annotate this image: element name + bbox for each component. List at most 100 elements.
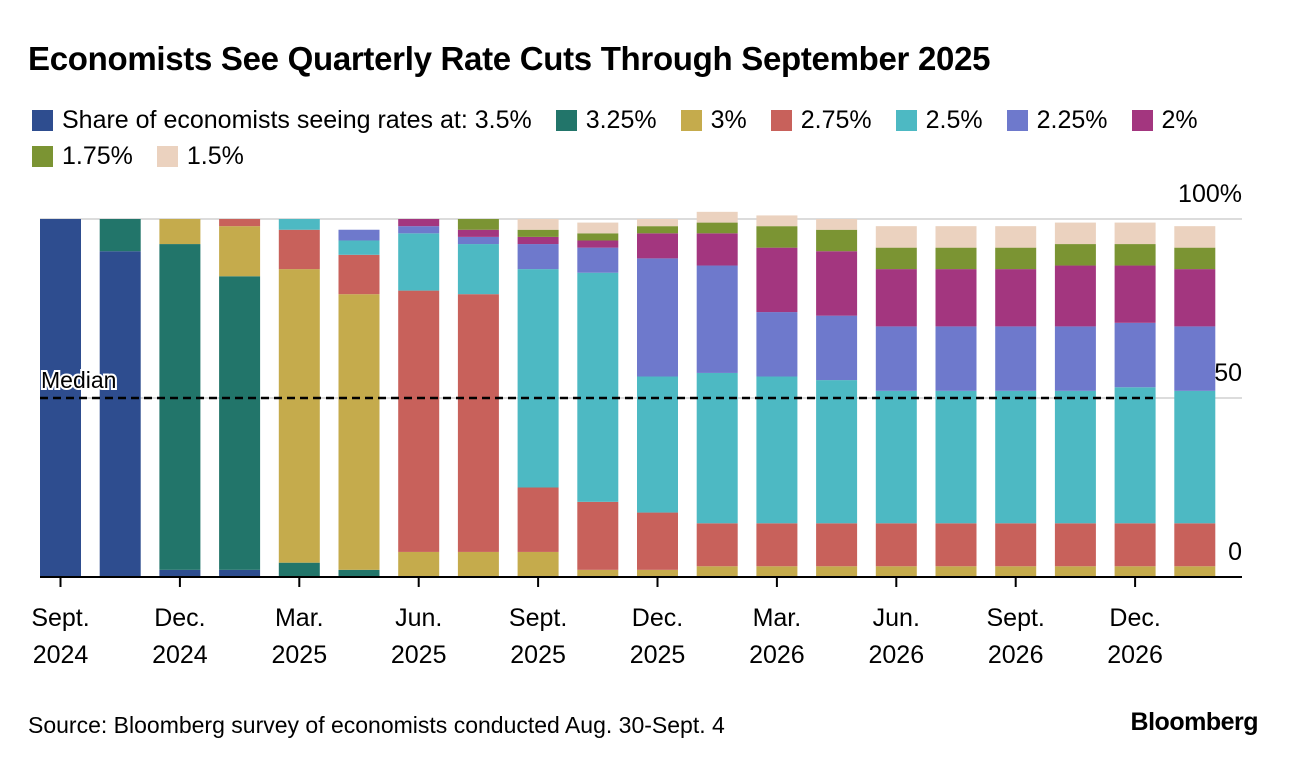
bar-segment: [816, 229, 858, 252]
legend-label: 2.5%: [925, 106, 983, 134]
legend-item: 3%: [680, 106, 747, 134]
bar-segment: [1054, 244, 1096, 266]
x-tick-label: 2026: [988, 641, 1044, 669]
bar-segment: [995, 390, 1037, 524]
bar-segment: [577, 569, 619, 577]
bar-segment: [577, 240, 619, 248]
bar-segment: [696, 222, 738, 234]
bar-segment: [756, 376, 798, 524]
bar-segment: [875, 566, 917, 577]
bar-segment: [1054, 265, 1096, 327]
bar-segment: [637, 226, 678, 234]
bar-segment: [398, 219, 440, 227]
x-tick-label: Jun.: [395, 604, 442, 632]
bar-segment: [338, 240, 380, 255]
legend-label: Share of economists seeing rates at: 3.5…: [62, 106, 532, 134]
x-tick-label: 2024: [152, 641, 208, 669]
bar-segment: [338, 294, 380, 570]
legend-swatch: [1006, 109, 1028, 131]
bar-segment: [935, 523, 977, 567]
bar-segment: [517, 229, 559, 237]
bar-segment: [756, 566, 798, 577]
bar-segment: [995, 566, 1037, 577]
x-tick-label: 2026: [1107, 641, 1163, 669]
bar-segment: [219, 219, 261, 227]
bar-segment: [278, 269, 320, 563]
y-tick-label: 50: [1214, 359, 1242, 387]
bar-segment: [278, 219, 320, 230]
bar-segment: [756, 523, 798, 567]
bar-segment: [637, 258, 678, 377]
legend-item: 1.75%: [32, 142, 133, 170]
x-tick-label: 2025: [630, 641, 686, 669]
x-tick-label: 2026: [868, 641, 924, 669]
x-tick-label: Dec.: [1109, 604, 1160, 632]
bar-segment: [99, 251, 141, 577]
x-tick-label: 2024: [33, 641, 89, 669]
bar-segment: [935, 566, 977, 577]
bar-segment: [1054, 390, 1096, 524]
legend-item: Share of economists seeing rates at: 3.5…: [32, 106, 532, 134]
x-tick-label: Dec.: [632, 604, 683, 632]
x-tick-label: Mar.: [753, 604, 802, 632]
bar-segment: [398, 226, 440, 234]
legend-item: 2.25%: [1006, 106, 1108, 134]
bar-segment: [517, 236, 559, 245]
bar-segment: [816, 566, 858, 577]
bar-segment: [935, 269, 977, 327]
bar-segment: [875, 523, 917, 567]
x-tick-label: Sept.: [987, 604, 1045, 632]
bar-segment: [577, 247, 619, 273]
bar-segment: [517, 219, 559, 230]
bar-segment: [816, 380, 858, 524]
bar-segment: [756, 226, 798, 248]
bar-segment: [219, 569, 261, 577]
legend-label: 3%: [710, 106, 747, 134]
bar-segment: [159, 244, 201, 570]
bar-segment: [398, 551, 440, 577]
bar-segment: [696, 265, 738, 373]
x-tick-label: 2026: [749, 641, 805, 669]
bar-segment: [398, 290, 440, 552]
bar-segment: [637, 219, 678, 227]
bar-segment: [935, 247, 977, 270]
bar-segment: [696, 566, 738, 577]
bar-segment: [278, 229, 320, 270]
bar-segment: [995, 269, 1037, 327]
legend-item: 2%: [1131, 106, 1198, 134]
bar-segment: [1174, 326, 1216, 391]
bar-segment: [1054, 222, 1096, 245]
legend-item: 3.25%: [555, 106, 657, 134]
bar-segment: [398, 233, 440, 291]
bar-segment: [875, 269, 917, 327]
x-tick-label: Mar.: [275, 604, 324, 632]
bar-segment: [1114, 222, 1156, 245]
bar-segment: [935, 226, 977, 248]
bar-segment: [935, 390, 977, 524]
median-label: Median: [41, 367, 116, 393]
bar-segment: [816, 219, 858, 230]
legend-label: 1.75%: [62, 142, 133, 170]
legend-swatch: [1131, 109, 1153, 131]
bar-segment: [1114, 387, 1156, 524]
bar-segment: [457, 244, 499, 295]
bar-segment: [1114, 566, 1156, 577]
legend-swatch: [32, 145, 53, 167]
bar-segment: [756, 215, 798, 227]
bar-segment: [338, 254, 380, 295]
bar-segment: [1114, 265, 1156, 323]
bar-segment: [696, 233, 738, 266]
bar-segment: [1174, 523, 1216, 567]
legend-item: 2.5%: [895, 106, 983, 134]
bar-segment: [338, 229, 380, 241]
bar-segment: [99, 219, 141, 252]
bar-segment: [696, 372, 738, 524]
bar-segment: [338, 569, 380, 577]
bar-segment: [1174, 247, 1216, 270]
bar-segment: [219, 226, 261, 277]
bar-segment: [1174, 226, 1216, 248]
bar-segment: [935, 326, 977, 391]
bar-segment: [816, 523, 858, 567]
bar-segment: [577, 272, 619, 502]
bar-segment: [637, 569, 678, 577]
